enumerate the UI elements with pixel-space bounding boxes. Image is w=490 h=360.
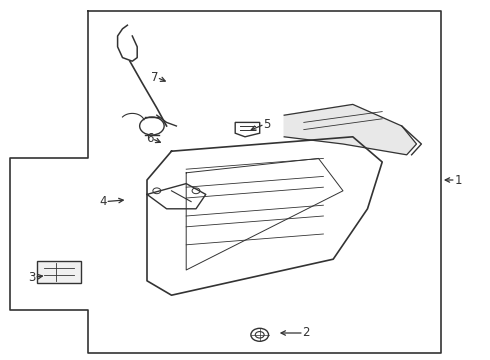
Text: 1: 1 [454,174,462,186]
Text: 4: 4 [99,195,107,208]
Text: 7: 7 [150,71,158,84]
FancyBboxPatch shape [37,261,81,283]
Polygon shape [284,104,416,155]
Text: 2: 2 [302,327,310,339]
Text: 6: 6 [146,132,153,145]
Text: 5: 5 [263,118,271,131]
Text: 3: 3 [28,271,36,284]
